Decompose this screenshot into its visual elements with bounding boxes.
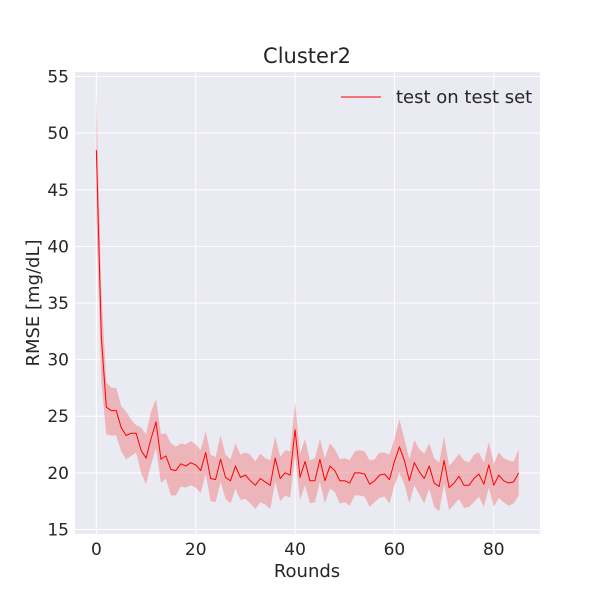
x-tick-label: 0 bbox=[91, 540, 102, 560]
confidence-band bbox=[96, 94, 519, 512]
y-tick-label: 20 bbox=[47, 464, 69, 484]
y-tick-label: 15 bbox=[47, 520, 69, 540]
legend-label: test on test set bbox=[396, 87, 532, 108]
x-tick-label: 80 bbox=[483, 540, 505, 560]
y-tick-labels: 15 20 25 30 35 40 45 50 55 bbox=[47, 68, 69, 541]
confidence-band-layer bbox=[96, 94, 519, 512]
x-tick-label: 60 bbox=[384, 540, 406, 560]
y-axis-label: RMSE [mg/dL] bbox=[23, 239, 44, 366]
y-tick-label: 25 bbox=[47, 407, 69, 427]
y-tick-label: 30 bbox=[47, 351, 69, 371]
x-tick-label: 20 bbox=[185, 540, 207, 560]
y-tick-label: 55 bbox=[47, 68, 69, 88]
y-tick-label: 50 bbox=[47, 124, 69, 144]
x-tick-labels: 0 20 40 60 80 bbox=[91, 540, 505, 560]
x-tick-label: 40 bbox=[284, 540, 306, 560]
y-tick-label: 45 bbox=[47, 181, 69, 201]
legend: test on test set bbox=[341, 87, 532, 108]
y-tick-label: 40 bbox=[47, 237, 69, 257]
series-line bbox=[95, 150, 520, 489]
series-line-layer bbox=[95, 150, 520, 489]
x-axis-label: Rounds bbox=[274, 561, 340, 582]
y-tick-label: 35 bbox=[47, 294, 69, 314]
chart-title: Cluster2 bbox=[263, 44, 351, 68]
